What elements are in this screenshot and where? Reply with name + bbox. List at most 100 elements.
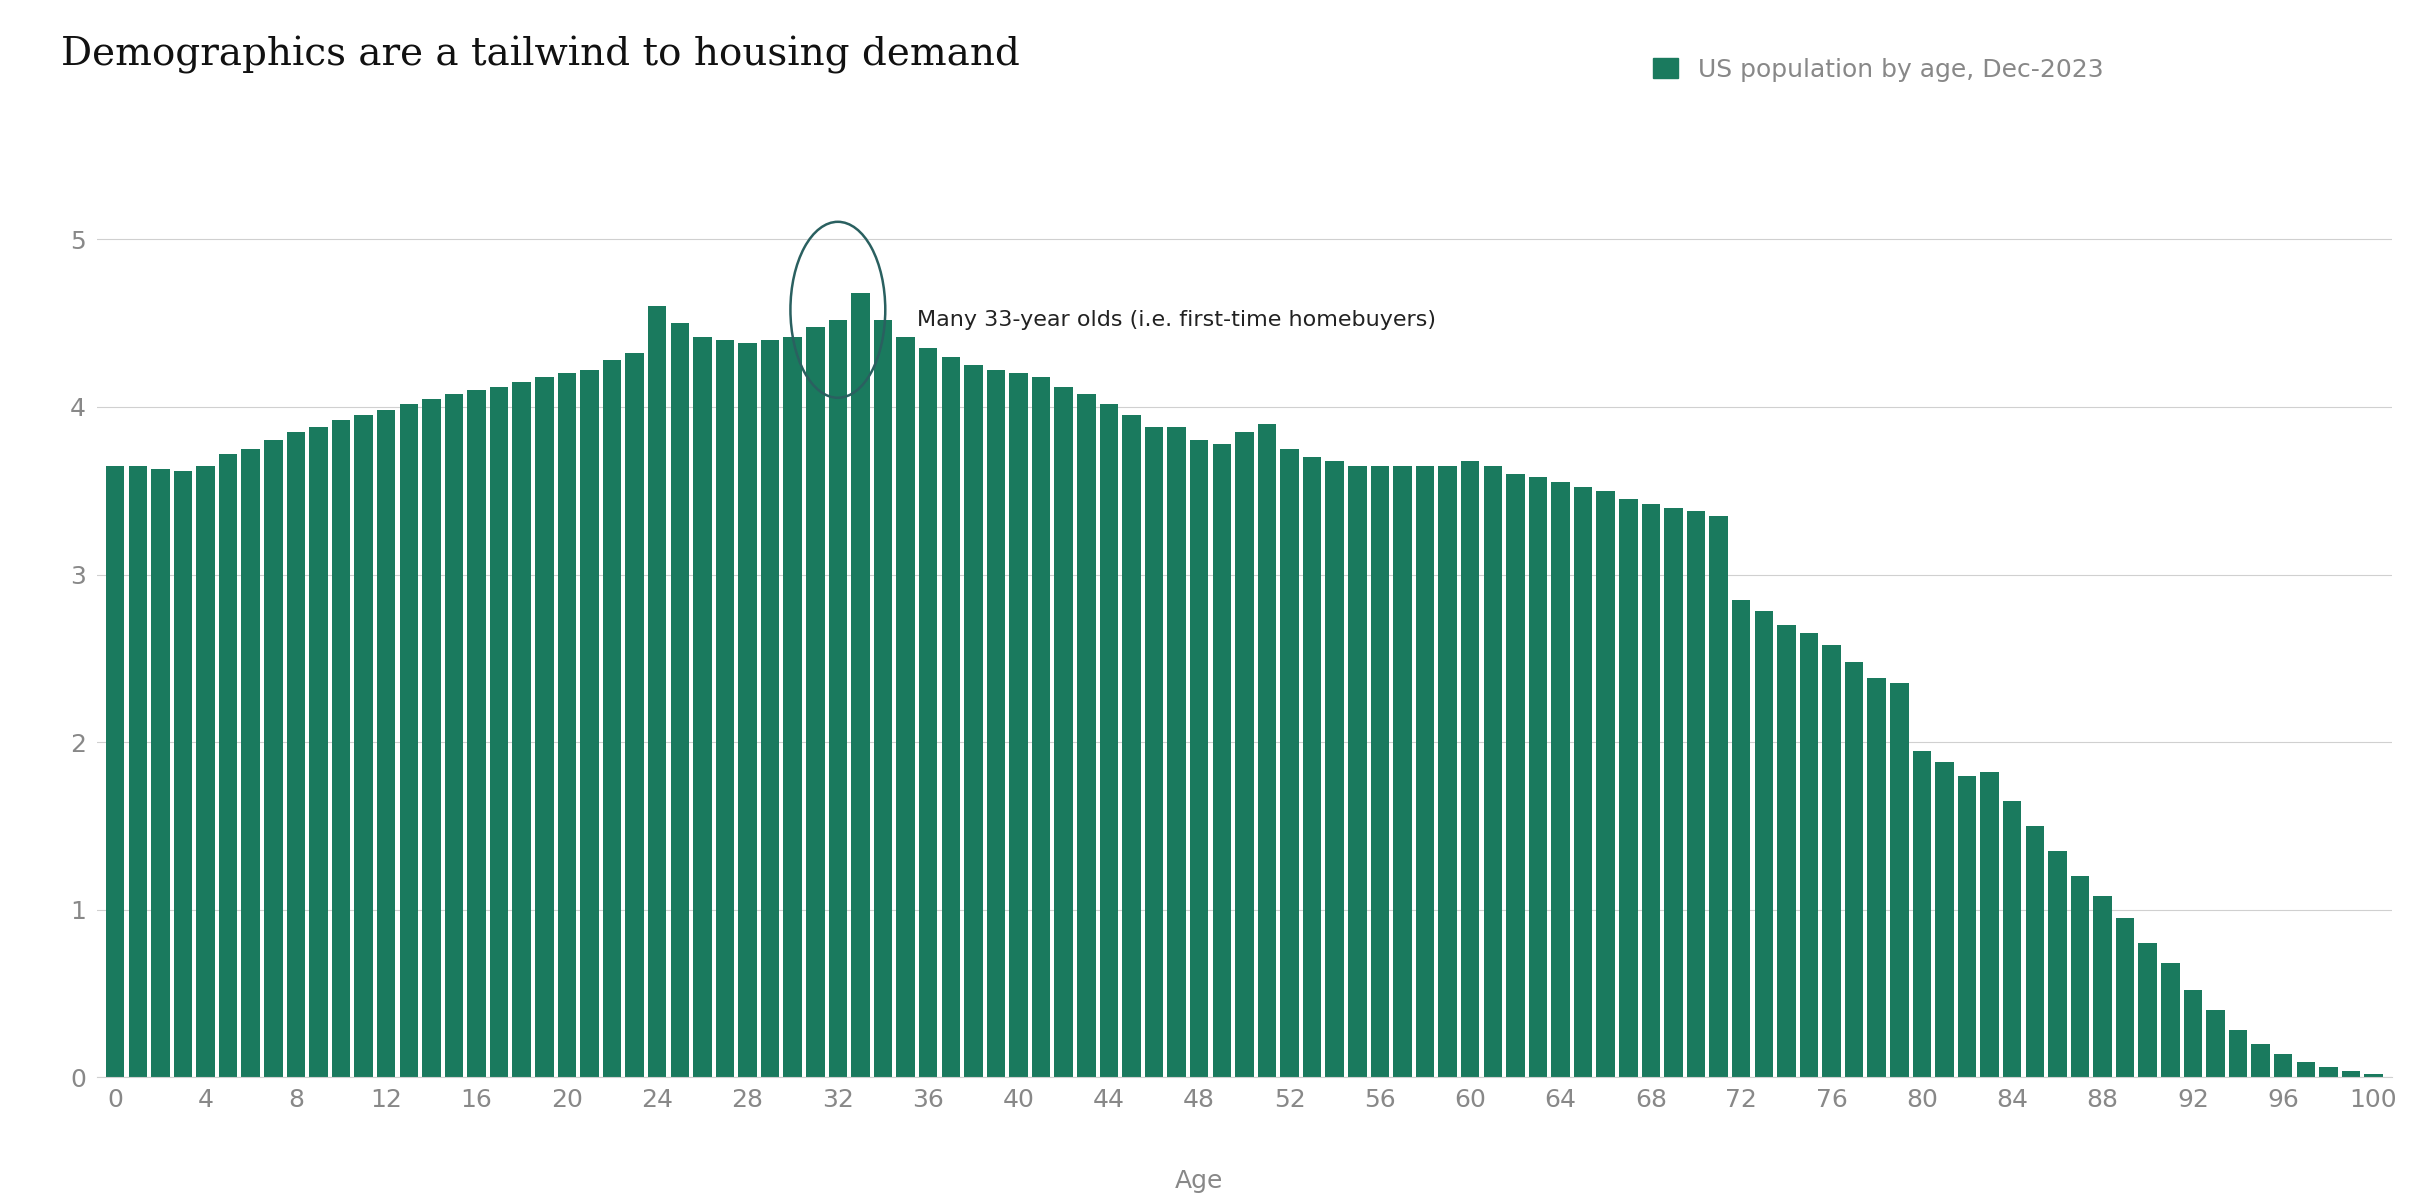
Bar [1032,377,1051,1077]
Bar [784,336,801,1077]
Bar [716,340,733,1077]
Bar [580,370,600,1077]
Bar [1168,427,1185,1077]
Bar [107,466,124,1077]
Bar [1190,440,1209,1077]
Bar [1530,478,1547,1077]
Bar [151,469,170,1077]
Bar [964,365,983,1077]
Text: Many 33-year olds (i.e. first-time homebuyers): Many 33-year olds (i.e. first-time homeb… [918,310,1435,330]
Bar [2115,918,2134,1077]
Bar [1867,679,1887,1077]
Bar [287,432,306,1077]
Bar [986,370,1005,1077]
Bar [670,323,690,1077]
Bar [1709,516,1729,1077]
Bar [1619,499,1636,1077]
Bar [1348,466,1367,1077]
Bar [1889,683,1908,1077]
Bar [2025,826,2044,1077]
Bar [1573,487,1593,1077]
Bar [2093,897,2112,1077]
Bar [2139,943,2156,1077]
Bar [1687,511,1704,1077]
Legend: US population by age, Dec-2023: US population by age, Dec-2023 [1653,57,2103,81]
Text: Demographics are a tailwind to housing demand: Demographics are a tailwind to housing d… [61,36,1020,74]
Bar [333,420,350,1077]
Bar [240,449,260,1077]
Bar [376,411,396,1077]
Bar [1416,466,1435,1077]
Bar [1598,491,1615,1077]
Bar [1394,466,1411,1077]
Bar [2275,1053,2292,1077]
Bar [1010,373,1027,1077]
Bar [1913,751,1930,1077]
Bar [1957,776,1976,1077]
Bar [828,320,847,1077]
Bar [1551,482,1571,1077]
Bar [219,454,238,1077]
Bar [1054,387,1073,1077]
Bar [2183,990,2202,1077]
Bar [1641,504,1661,1077]
Bar [2229,1031,2248,1077]
Bar [942,357,959,1077]
Bar [175,470,192,1077]
Bar [512,382,532,1077]
Bar [648,306,665,1077]
Bar [1462,461,1479,1077]
Bar [1212,444,1231,1077]
Bar [602,360,622,1077]
Bar [422,399,439,1077]
Bar [401,403,418,1077]
Bar [760,340,779,1077]
Bar [1981,772,1998,1077]
Bar [354,415,374,1077]
Bar [2319,1068,2338,1077]
Bar [2003,801,2023,1077]
Bar [626,353,643,1077]
Bar [1078,394,1095,1077]
Bar [444,394,464,1077]
Bar [2251,1044,2270,1077]
Bar [1280,449,1299,1077]
Bar [1935,762,1955,1077]
Bar [1845,662,1862,1077]
Bar [2341,1070,2360,1077]
Bar [2071,876,2088,1077]
Bar [2365,1074,2382,1077]
Bar [1437,466,1457,1077]
Bar [558,373,575,1077]
Bar [1258,424,1277,1077]
Bar [738,344,758,1077]
Bar [918,348,937,1077]
Bar [1144,427,1163,1077]
Bar [466,390,486,1077]
Bar [1663,508,1683,1077]
Bar [1731,600,1751,1077]
Bar [2049,851,2066,1077]
Bar [896,336,915,1077]
Bar [1304,457,1321,1077]
Bar [874,320,891,1077]
Bar [265,440,282,1077]
Bar [534,377,554,1077]
Bar [1777,625,1797,1077]
Bar [490,387,507,1077]
Bar [308,427,328,1077]
Bar [1122,415,1141,1077]
Bar [1236,432,1253,1077]
Bar [806,327,826,1077]
Bar [1505,474,1525,1077]
Text: Age: Age [1175,1169,1224,1193]
Bar [1100,403,1119,1077]
Bar [2297,1062,2314,1077]
Bar [197,466,214,1077]
Bar [692,336,711,1077]
Bar [1484,466,1503,1077]
Bar [1799,633,1819,1077]
Bar [129,466,148,1077]
Bar [852,293,869,1077]
Bar [2207,1010,2224,1077]
